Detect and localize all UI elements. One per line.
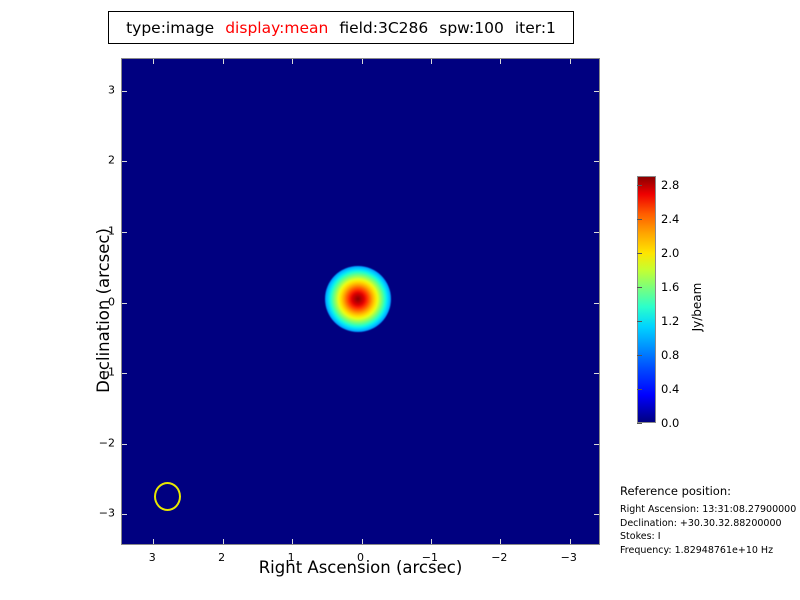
colorbar-tick-label: 0.4 (661, 381, 680, 396)
x-axis-tick (430, 539, 432, 544)
sky-image-plot[interactable] (121, 58, 600, 545)
x-axis-tick (222, 59, 224, 64)
y-axis-tick (122, 443, 127, 445)
title-token-field: field:3C286 (339, 18, 429, 37)
colorbar-tick-label: 0.0 (661, 416, 680, 430)
colorbar-tick (637, 184, 642, 186)
x-axis-tick-label: 2 (218, 551, 226, 564)
title-token-type: type:image (126, 18, 215, 37)
x-axis-tick (361, 59, 363, 64)
y-axis-tick (594, 90, 599, 92)
y-axis-tick (594, 161, 599, 163)
x-axis-tick (361, 539, 363, 544)
point-source-3c286 (325, 265, 392, 332)
colorbar-tick-label: 0.8 (661, 347, 680, 362)
y-axis-tick (122, 373, 127, 375)
y-axis-title: Declination (arcsec) (94, 228, 113, 393)
x-axis-tick (153, 539, 155, 544)
title-token-display: display:mean (225, 18, 329, 37)
reference-declination: Declination: +30.30.32.88200000 (620, 517, 782, 529)
y-axis-tick (594, 302, 599, 304)
y-axis-tick (594, 514, 599, 516)
plot-title-banner: type:image display:mean field:3C286 spw:… (108, 11, 574, 44)
colorbar-tick (637, 252, 642, 254)
reference-right-ascension: Right Ascension: 13:31:08.27900000 (620, 504, 797, 515)
y-axis-tick-label: 2 (108, 153, 115, 167)
colorbar-gradient[interactable] (637, 176, 656, 423)
colorbar-tick (637, 423, 642, 424)
x-axis-tick (292, 59, 294, 64)
reference-stokes: Stokes: I (620, 531, 661, 542)
colorbar-tick-label: 1.6 (661, 279, 680, 294)
y-axis-tick (122, 514, 127, 516)
x-axis-tick-label: 3 (148, 551, 156, 564)
y-axis-tick (122, 231, 127, 233)
colorbar-unit-label: Jy/beam (690, 282, 704, 332)
colorbar-tick (637, 218, 642, 220)
x-axis-tick-label: 0 (357, 551, 364, 564)
y-axis-tick (122, 302, 127, 304)
title-token-iter: iter:1 (514, 18, 556, 37)
reference-frequency: Frequency: 1.82948761e+10 Hz (620, 544, 774, 556)
colorbar-tick-label: 2.4 (661, 211, 680, 226)
colorbar-tick (637, 286, 642, 288)
y-axis-tick (122, 90, 127, 92)
colorbar-tick (637, 320, 642, 322)
colorbar-tick-label: 2.8 (661, 177, 680, 192)
x-axis-title: Right Ascension (arcsec) (258, 558, 463, 577)
x-axis-tick (153, 59, 155, 64)
x-axis-tick (500, 539, 502, 544)
y-axis-tick-label: −1 (98, 365, 115, 379)
y-axis-tick (594, 443, 599, 445)
x-axis-tick (500, 59, 502, 64)
x-axis-tick-label: 1 (287, 551, 295, 564)
x-axis-tick-label: −2 (491, 551, 508, 564)
y-axis-tick-label: 1 (108, 224, 115, 238)
reference-position-block: Reference position: Right Ascension: 13:… (620, 484, 798, 557)
x-axis-tick (569, 59, 571, 64)
title-token-spw: spw:100 (439, 18, 504, 37)
y-axis-tick-label: −3 (98, 506, 115, 520)
y-axis-tick-label: 3 (108, 83, 115, 97)
y-axis-tick (594, 373, 599, 375)
y-axis-tick-label: −2 (98, 436, 115, 450)
synthesized-beam-icon (153, 482, 181, 512)
colorbar-tick (637, 354, 642, 356)
y-axis-tick (594, 231, 599, 233)
x-axis-tick (292, 539, 294, 544)
y-axis-tick (122, 161, 127, 163)
x-axis-tick-label: −3 (560, 551, 577, 564)
colorbar-tick-label: 2.0 (661, 245, 680, 260)
reference-position-heading: Reference position: (620, 484, 731, 498)
colorbar-tick-label: 1.2 (661, 313, 680, 328)
x-axis-tick (222, 539, 224, 544)
x-axis-tick (569, 539, 571, 544)
x-axis-tick-label: −1 (421, 551, 439, 564)
colorbar-tick (637, 388, 642, 390)
x-axis-tick (430, 59, 432, 64)
y-axis-tick-label: 0 (108, 295, 115, 308)
